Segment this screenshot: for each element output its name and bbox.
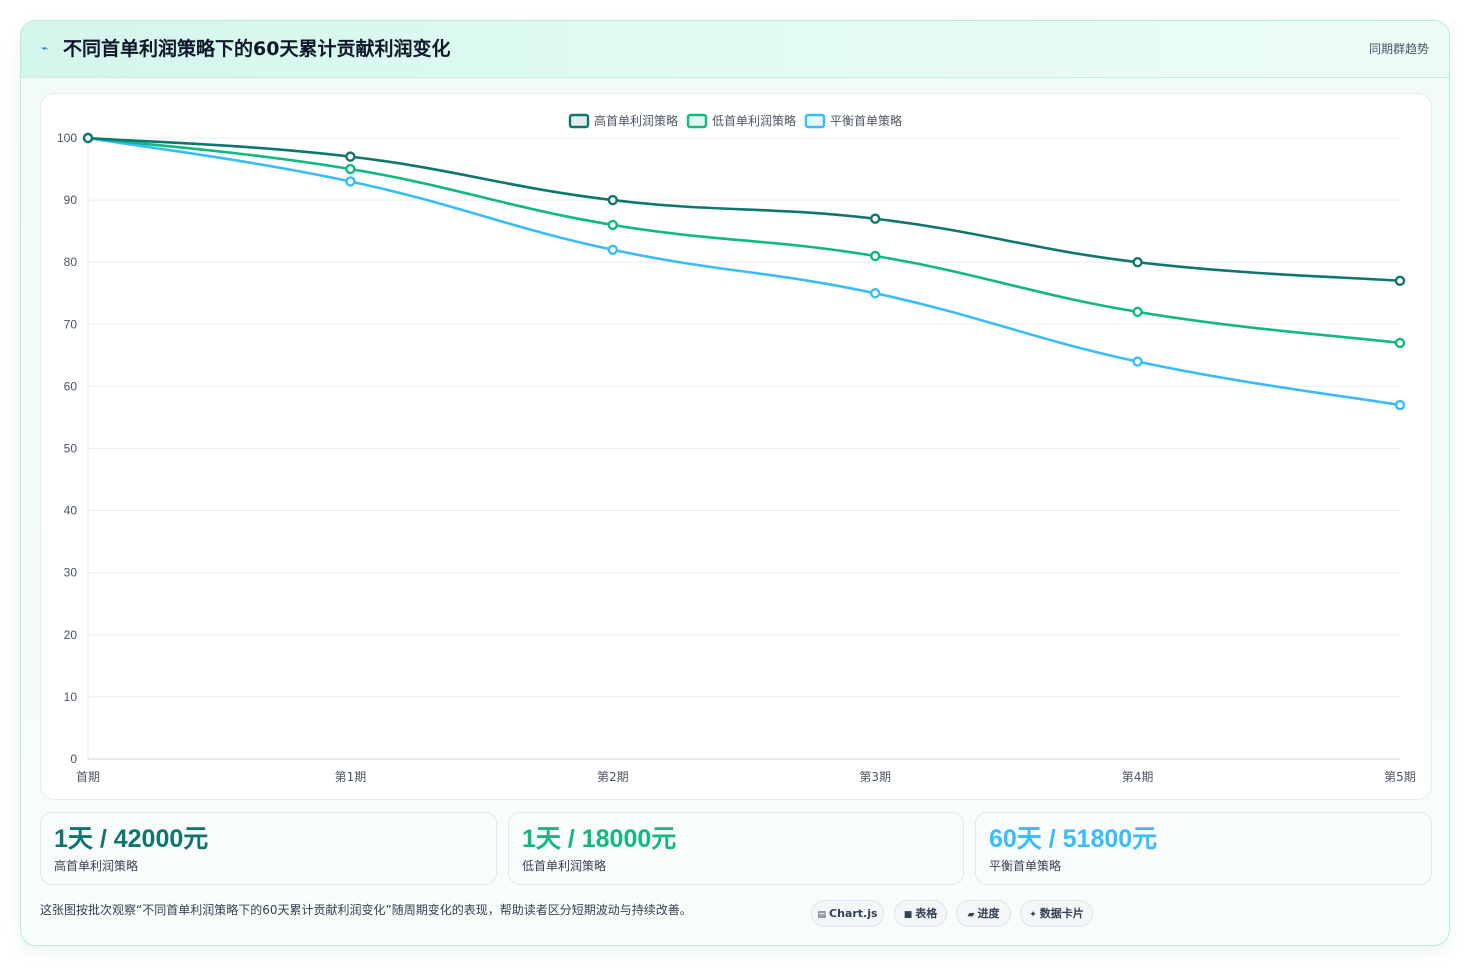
y-tick-label: 80 xyxy=(64,255,78,269)
chart-icon: ▤ xyxy=(817,910,826,920)
y-tick-label: 30 xyxy=(64,566,78,580)
data-point xyxy=(1394,399,1406,411)
chart-card: ⌁ 不同首单利润策略下的60天累计贡献利润变化 同期群趋势 0 10 20 30 40 5… xyxy=(20,20,1450,946)
header-meta: 同期群趋势 xyxy=(1368,42,1429,56)
kpi-value: 1天 / 18000元 xyxy=(522,825,677,853)
kpi-card-balanced: 60天 / 51800元 平衡首单策略 xyxy=(975,812,1432,885)
x-tick-label: 第4期 xyxy=(1122,770,1154,784)
card-header: ⌁ 不同首单利润策略下的60天累计贡献利润变化 同期群趋势 xyxy=(21,21,1449,78)
chip-label: 进度 xyxy=(977,907,1000,920)
y-tick-label: 0 xyxy=(70,752,77,766)
y-tick-label: 20 xyxy=(64,628,78,642)
table-icon: ■ xyxy=(903,910,913,920)
kpi-card-high: 1天 / 42000元 高首单利润策略 xyxy=(40,812,497,885)
x-tick-label: 第5期 xyxy=(1384,770,1416,784)
x-tick-label: 第3期 xyxy=(859,770,891,784)
line-chart: 0 10 20 30 40 50 60 70 80 90 100 首期 第1期 第2期 第3期 第4期 第5期 高… xyxy=(57,113,1416,784)
legend-label: 高首单利润策略 xyxy=(594,113,678,128)
progress-icon: ▰ xyxy=(967,910,975,920)
kpi-card-low: 1天 / 18000元 低首单利润策略 xyxy=(508,812,964,885)
series-line xyxy=(87,136,1401,345)
data-point xyxy=(870,250,881,262)
chip-label: 表格 xyxy=(915,907,938,920)
chip-table[interactable]: ■ 表格 xyxy=(894,900,947,927)
data-point xyxy=(870,213,881,224)
data-point xyxy=(607,244,618,255)
kpi-label: 低首单利润策略 xyxy=(522,859,607,873)
y-tick-label: 60 xyxy=(64,379,78,393)
chart-panel: 0 10 20 30 40 50 60 70 80 90 100 首期 第1期 第2期 第3期 第4期 第5期 高… xyxy=(40,93,1432,800)
data-point xyxy=(345,176,356,187)
data-point xyxy=(345,151,356,162)
y-tick-label: 100 xyxy=(57,131,77,145)
chart-title: 不同首单利润策略下的60天累计贡献利润变化 xyxy=(63,38,451,60)
y-tick-label: 70 xyxy=(64,317,78,331)
kpi-label: 平衡首单策略 xyxy=(989,859,1062,873)
data-point xyxy=(82,132,94,144)
chip-data-card[interactable]: ✦ 数据卡片 xyxy=(1020,900,1093,927)
chip-label: Chart.js xyxy=(829,907,878,920)
chip-label: 数据卡片 xyxy=(1039,907,1084,920)
legend-swatch xyxy=(686,113,708,129)
trend-icon: ⌁ xyxy=(41,41,49,55)
series-line xyxy=(87,136,1401,407)
data-card-icon: ✦ xyxy=(1029,910,1037,920)
data-point xyxy=(607,194,618,206)
x-tick-label: 首期 xyxy=(76,770,100,784)
data-point xyxy=(870,288,881,299)
x-tick-label: 第2期 xyxy=(597,770,629,784)
data-point xyxy=(345,163,356,175)
series-line xyxy=(87,136,1401,283)
kpi-value: 60天 / 51800元 xyxy=(989,825,1158,853)
data-point xyxy=(1132,356,1143,367)
data-point xyxy=(1132,306,1143,318)
kpi-value: 1天 / 42000元 xyxy=(54,825,209,853)
y-tick-label: 10 xyxy=(64,690,78,704)
chip-progress[interactable]: ▰ 进度 xyxy=(956,900,1011,927)
footnote: 这张图按批次观察“不同首单利润策略下的60天累计贡献利润变化”随周期变化的表现，… xyxy=(40,903,692,917)
x-tick-label: 第1期 xyxy=(335,770,367,784)
y-tick-label: 40 xyxy=(64,504,78,518)
kpi-label: 高首单利润策略 xyxy=(54,859,139,873)
legend-label: 低首单利润策略 xyxy=(712,113,796,128)
legend-label: 平衡首单策略 xyxy=(830,113,902,128)
data-point xyxy=(1394,337,1406,349)
data-point xyxy=(607,219,618,231)
legend-swatch xyxy=(804,113,826,129)
data-point xyxy=(1394,275,1406,287)
legend-swatch xyxy=(568,113,590,129)
chip-chartjs[interactable]: ▤ Chart.js xyxy=(811,900,884,927)
data-point xyxy=(1132,256,1143,268)
y-tick-label: 90 xyxy=(64,193,78,207)
y-tick-label: 50 xyxy=(64,442,78,456)
